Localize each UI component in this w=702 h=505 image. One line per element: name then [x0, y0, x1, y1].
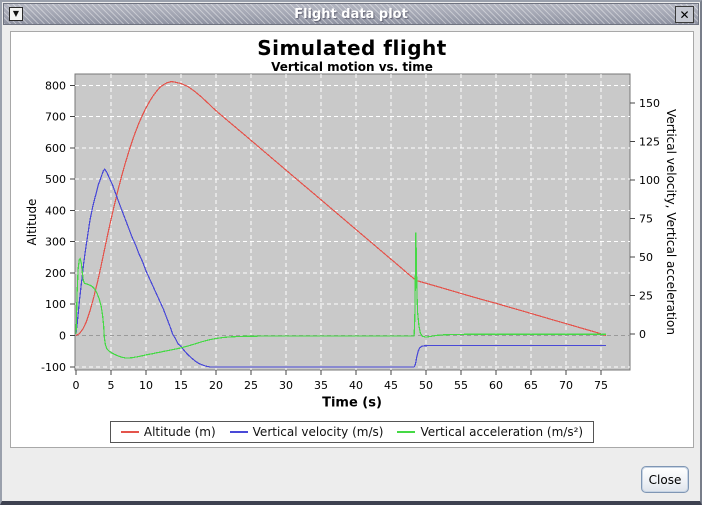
- tick-labels: 0 5 10 15 20 25 30 35 40 45 50 55 60 65 70 75 -100 0 100 20…: [41, 79, 660, 392]
- series-line-2: [75, 232, 606, 359]
- legend-line-swatch: [229, 431, 248, 433]
- legend-box: Altitude (m) Vertical velocity (m/s) Verti…: [109, 421, 595, 443]
- svg-text:60: 60: [489, 379, 503, 392]
- svg-text:10: 10: [139, 379, 153, 392]
- close-button[interactable]: Close: [641, 466, 689, 493]
- legend-line-swatch: [397, 431, 416, 433]
- svg-text:50: 50: [639, 251, 653, 264]
- plot-background: [74, 73, 631, 371]
- svg-text:100: 100: [45, 298, 66, 311]
- series-line-1: [75, 168, 606, 368]
- svg-text:70: 70: [559, 379, 573, 392]
- legend-line-swatch: [120, 431, 139, 433]
- system-menu-icon[interactable]: ▼: [9, 7, 23, 21]
- legend-item: Altitude (m): [120, 425, 216, 439]
- chart-title: Simulated flight: [257, 36, 447, 60]
- svg-text:25: 25: [244, 379, 258, 392]
- svg-text:125: 125: [639, 136, 660, 149]
- data-series: [75, 80, 607, 368]
- legend-item: Vertical acceleration (m/s²): [397, 425, 583, 439]
- tick-marks: [70, 84, 635, 375]
- svg-text:20: 20: [209, 379, 223, 392]
- svg-text:0: 0: [73, 379, 80, 392]
- window-title: Flight data plot: [294, 6, 408, 22]
- svg-text:200: 200: [45, 267, 66, 280]
- legend: Altitude (m) Vertical velocity (m/s) Verti…: [11, 421, 693, 443]
- svg-text:15: 15: [174, 379, 188, 392]
- close-icon[interactable]: ✕: [675, 6, 694, 23]
- svg-text:75: 75: [594, 379, 608, 392]
- svg-text:0: 0: [639, 328, 646, 341]
- svg-text:5: 5: [108, 379, 115, 392]
- legend-label: Vertical acceleration (m/s²): [420, 425, 584, 439]
- left-axis-title: Altitude: [25, 198, 39, 246]
- svg-text:30: 30: [279, 379, 293, 392]
- svg-text:400: 400: [45, 204, 66, 217]
- svg-text:75: 75: [639, 213, 653, 226]
- chart-subtitle: Vertical motion vs. time: [271, 60, 433, 74]
- title-bar: ▼ Flight data plot ✕: [3, 3, 699, 25]
- svg-text:600: 600: [45, 142, 66, 155]
- svg-text:800: 800: [45, 79, 66, 92]
- right-axis-title: Vertical velocity, Vertical acceleration: [664, 109, 678, 335]
- svg-text:300: 300: [45, 236, 66, 249]
- legend-label: Vertical velocity (m/s): [252, 425, 384, 439]
- chart-panel: Simulated flight Vertical motion vs. tim…: [10, 31, 694, 448]
- svg-text:25: 25: [639, 290, 653, 303]
- svg-text:500: 500: [45, 173, 66, 186]
- svg-text:40: 40: [349, 379, 363, 392]
- svg-text:65: 65: [524, 379, 538, 392]
- series-line-0: [75, 80, 607, 337]
- svg-text:35: 35: [314, 379, 328, 392]
- svg-text:50: 50: [419, 379, 433, 392]
- svg-text:700: 700: [45, 111, 66, 124]
- plot-area: 0 5 10 15 20 25 30 35 40 45 50 55 60 65 70 75 -100 0 100 20…: [41, 73, 660, 392]
- svg-text:55: 55: [454, 379, 468, 392]
- legend-label: Altitude (m): [143, 425, 216, 439]
- svg-text:45: 45: [384, 379, 398, 392]
- svg-text:100: 100: [639, 174, 660, 187]
- svg-text:0: 0: [59, 330, 66, 343]
- svg-text:150: 150: [639, 97, 660, 110]
- svg-text:-100: -100: [41, 361, 66, 374]
- legend-item: Vertical velocity (m/s): [229, 425, 384, 439]
- x-axis-title: Time (s): [322, 395, 382, 411]
